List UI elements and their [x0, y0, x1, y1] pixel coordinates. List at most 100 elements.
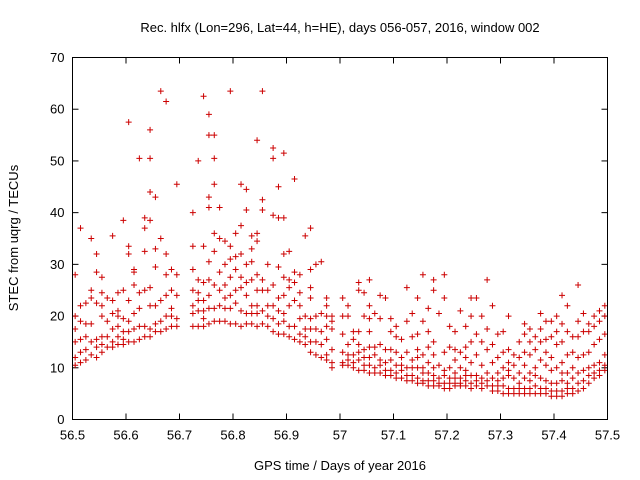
- data-point: [232, 300, 239, 307]
- data-point: [195, 297, 202, 304]
- data-point: [173, 323, 180, 330]
- data-point: [377, 341, 384, 348]
- data-point: [430, 377, 437, 384]
- x-tick-label: 57.4: [541, 428, 566, 443]
- data-point: [548, 333, 555, 340]
- data-point: [478, 313, 485, 320]
- data-point: [302, 313, 309, 320]
- data-point: [462, 377, 469, 384]
- data-point: [98, 333, 105, 340]
- y-tick-label: 50: [50, 153, 64, 168]
- data-point: [296, 338, 303, 345]
- data-point: [494, 331, 501, 338]
- plot-frame: [72, 57, 608, 420]
- data-point: [468, 313, 475, 320]
- data-point: [93, 251, 100, 258]
- data-point: [248, 258, 255, 265]
- data-point: [88, 235, 95, 242]
- y-tick-label: 10: [50, 360, 64, 375]
- data-point: [72, 354, 79, 361]
- data-point: [318, 310, 325, 317]
- data-point: [254, 238, 261, 245]
- data-point: [72, 338, 79, 345]
- x-tick-label: 56.7: [167, 428, 192, 443]
- data-point: [403, 318, 410, 325]
- data-point: [163, 251, 170, 258]
- data-point: [516, 354, 523, 361]
- data-point: [419, 377, 426, 384]
- data-point: [414, 331, 421, 338]
- data-point: [494, 354, 501, 361]
- data-points: [72, 88, 608, 400]
- data-point: [414, 294, 421, 301]
- data-point: [446, 364, 453, 371]
- data-point: [425, 382, 432, 389]
- data-point: [147, 302, 154, 309]
- data-point: [489, 388, 496, 395]
- data-point: [553, 341, 560, 348]
- data-point: [323, 357, 330, 364]
- data-point: [200, 323, 207, 330]
- data-point: [494, 377, 501, 384]
- data-point: [312, 338, 319, 345]
- data-point: [147, 188, 154, 195]
- data-point: [505, 346, 512, 353]
- x-axis: 56.5 56.6 56.7 56.8 56.9 57 57.1 57.2 57.3 57.4 57…: [60, 57, 620, 443]
- data-point: [205, 276, 212, 283]
- data-point: [195, 307, 202, 314]
- data-point: [328, 364, 335, 371]
- data-point: [585, 328, 592, 335]
- data-point: [355, 357, 362, 364]
- data-point: [425, 359, 432, 366]
- data-point: [575, 388, 582, 395]
- data-point: [114, 289, 121, 296]
- data-point: [521, 331, 528, 338]
- data-point: [109, 326, 116, 332]
- data-point: [88, 287, 95, 294]
- data-point: [355, 328, 362, 335]
- data-point: [168, 305, 175, 312]
- data-point: [553, 364, 560, 371]
- data-point: [569, 364, 576, 371]
- data-point: [548, 393, 555, 400]
- data-point: [291, 176, 298, 183]
- data-point: [521, 320, 528, 327]
- data-point: [559, 393, 566, 400]
- data-point: [211, 230, 218, 237]
- data-point: [98, 349, 105, 356]
- data-point: [521, 375, 528, 382]
- data-point: [575, 369, 582, 376]
- data-point: [98, 274, 105, 281]
- data-point: [238, 222, 245, 229]
- data-point: [345, 313, 352, 320]
- data-point: [425, 344, 432, 351]
- data-point: [414, 346, 421, 353]
- data-point: [141, 248, 148, 255]
- data-point: [136, 305, 143, 312]
- data-point: [238, 323, 245, 330]
- data-point: [366, 302, 373, 309]
- data-point: [398, 375, 405, 382]
- data-point: [114, 333, 121, 340]
- data-point: [173, 271, 180, 278]
- data-point: [500, 390, 507, 397]
- data-point: [259, 276, 266, 283]
- data-point: [72, 271, 79, 278]
- data-point: [575, 318, 582, 325]
- data-point: [270, 155, 277, 162]
- data-point: [82, 346, 89, 353]
- data-point: [569, 349, 576, 356]
- data-point: [591, 369, 598, 376]
- data-point: [98, 313, 105, 320]
- data-point: [548, 354, 555, 361]
- data-point: [264, 323, 271, 330]
- data-point: [291, 323, 298, 330]
- data-point: [131, 326, 138, 332]
- data-point: [441, 367, 448, 374]
- data-point: [227, 305, 234, 312]
- data-point: [430, 287, 437, 294]
- data-point: [387, 372, 394, 379]
- data-point: [328, 326, 335, 332]
- data-point: [189, 266, 196, 273]
- data-point: [382, 346, 389, 353]
